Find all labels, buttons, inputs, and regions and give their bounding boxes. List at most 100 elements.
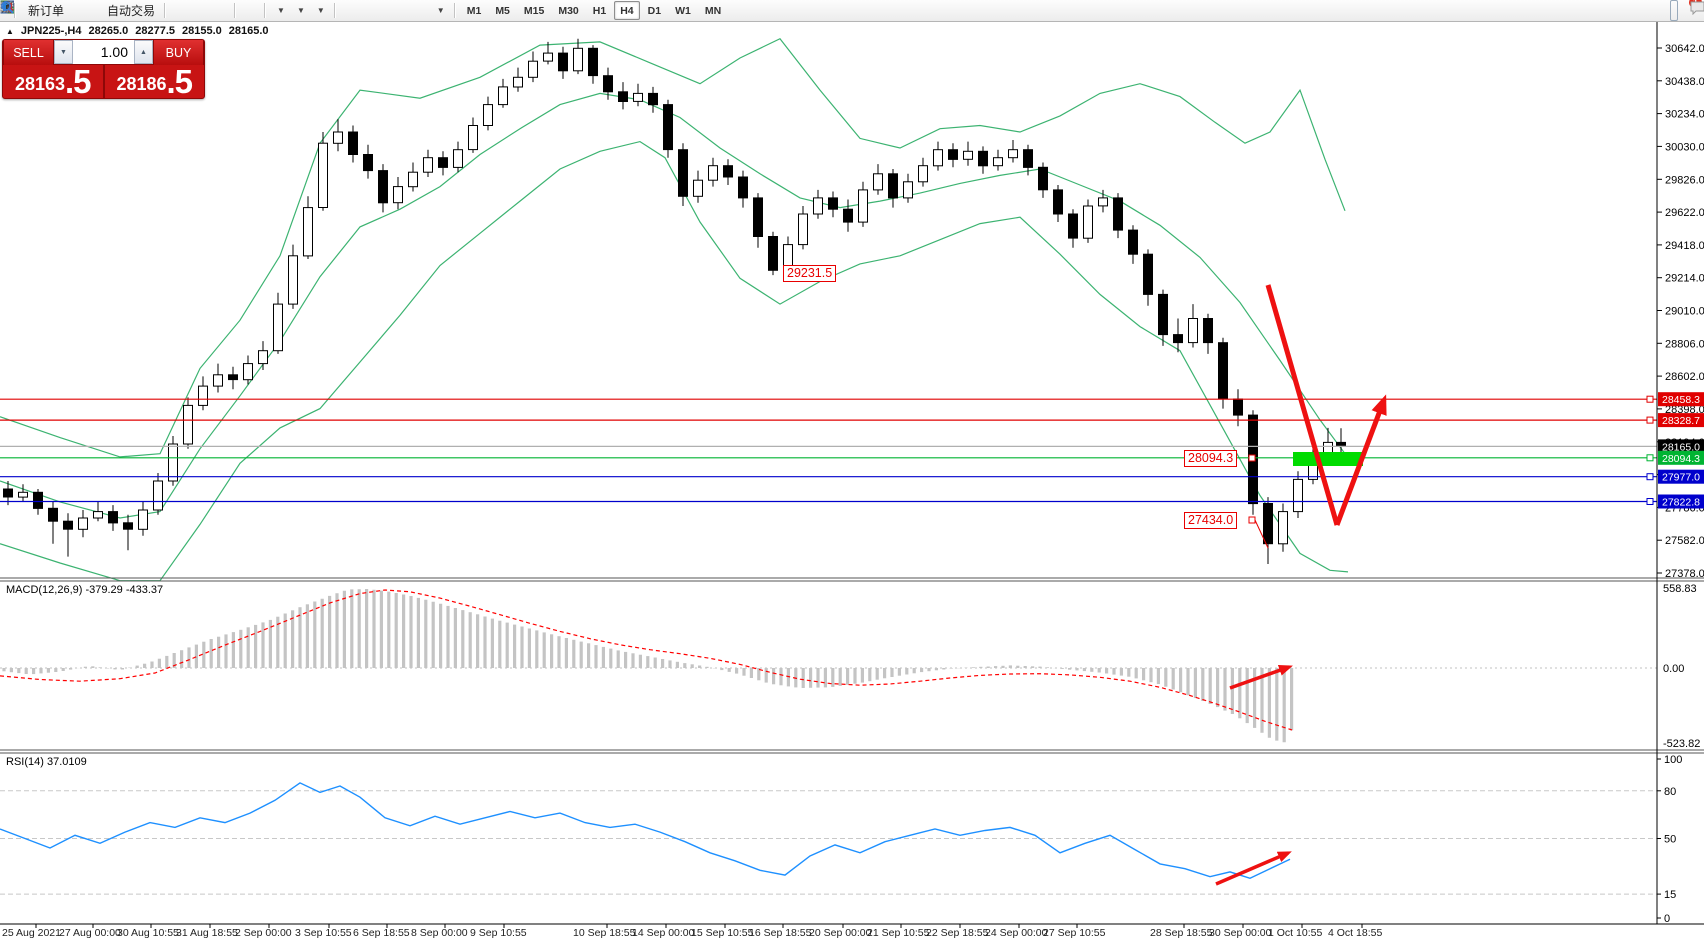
annotation-price-28094[interactable]: 28094.3 xyxy=(1184,450,1238,467)
timeframe-m1-button[interactable]: M1 xyxy=(466,4,482,17)
timeframe-m15-button[interactable]: M15 xyxy=(523,4,545,17)
buy-button[interactable]: BUY xyxy=(153,40,204,65)
level-handle[interactable] xyxy=(1646,498,1654,505)
fibonacci-button[interactable]: F xyxy=(1,0,409,21)
time-tick-label: 9 Sep 10:55 xyxy=(470,927,527,939)
time-tick-label: 8 Sep 00:00 xyxy=(411,927,468,939)
search-button[interactable] xyxy=(1,0,1678,21)
market-quotes-button[interactable] xyxy=(1,0,78,21)
rsi-arrow[interactable] xyxy=(1215,851,1292,886)
level-handle[interactable] xyxy=(1646,473,1654,481)
cursor-button[interactable] xyxy=(4,0,349,21)
timeframe-h4-button[interactable]: H4 xyxy=(614,1,640,20)
bollinger-middle-band xyxy=(0,92,1346,519)
zoom-in-button[interactable] xyxy=(1,0,209,21)
candlestick-chart-type-button[interactable] xyxy=(2,0,189,21)
time-tick-label: 10 Sep 18:55 xyxy=(573,927,636,939)
text-label-button[interactable]: T xyxy=(0,0,429,21)
timeframe-w1-button[interactable]: W1 xyxy=(675,4,691,17)
rsi-tick-label: 80 xyxy=(1664,786,1676,798)
volume-decrease-button[interactable]: ▼ xyxy=(54,40,73,64)
macd-histogram xyxy=(2,589,1294,743)
time-tick-label: 2 Sep 00:00 xyxy=(235,927,292,939)
auto-scroll-button[interactable] xyxy=(1,0,249,21)
equidistant-channel-button[interactable]: E xyxy=(0,0,399,21)
price-tick-label: 30642.0 xyxy=(1665,43,1704,55)
auto-trading-button[interactable]: 自动交易 xyxy=(1,0,159,21)
bollinger-upper-band xyxy=(0,37,1346,458)
sell-button[interactable]: SELL xyxy=(3,40,54,65)
chart-shift-button[interactable] xyxy=(1,0,259,21)
price-tick-label: 28398.0 xyxy=(1665,404,1704,416)
market-watch-window-button[interactable] xyxy=(0,0,88,21)
sell-price[interactable]: 28163 .5 xyxy=(3,65,105,98)
green-highlight-bar[interactable] xyxy=(1293,452,1363,466)
timeframe-m30-button[interactable]: M30 xyxy=(558,4,579,17)
chat-bubble-icon xyxy=(1690,1,1704,15)
down-move-arrow[interactable] xyxy=(1265,284,1340,526)
one-click-trading-panel: SELL ▼ 1.00 ▲ BUY 28163 .5 28186 .5 xyxy=(2,39,205,99)
time-tick-label: 6 Sep 18:55 xyxy=(353,927,410,939)
price-tick-label: 29418.0 xyxy=(1665,240,1704,252)
volume-increase-button[interactable]: ▲ xyxy=(134,40,153,64)
buy-price[interactable]: 28186 .5 xyxy=(105,65,205,98)
text-button[interactable]: A xyxy=(3,0,419,21)
level-handle[interactable] xyxy=(1646,416,1654,424)
collapse-marker-icon[interactable]: ▲ xyxy=(6,26,14,36)
time-tick-label: 25 Aug 2021 xyxy=(2,927,61,939)
navigator-window-button[interactable] xyxy=(1,0,98,21)
annotation-price-27434[interactable]: 27434.0 xyxy=(1184,512,1238,529)
price-tick-label: 29622.0 xyxy=(1665,207,1704,219)
macd-arrow[interactable] xyxy=(1229,665,1293,690)
sell-price-frac: .5 xyxy=(65,63,92,99)
svg-text:T: T xyxy=(4,3,10,13)
toolbar-separator xyxy=(333,3,336,18)
timeframe-d1-button[interactable]: D1 xyxy=(647,4,662,17)
svg-text:28094.3: 28094.3 xyxy=(1662,453,1700,465)
horizontal-line-button[interactable] xyxy=(1,0,379,21)
time-tick-label: 30 Sep 00:00 xyxy=(1209,927,1272,939)
annotation-price-29231[interactable]: 29231.5 xyxy=(783,265,837,282)
bollinger-lower-band xyxy=(0,140,1349,582)
price-tick-label: 29826.0 xyxy=(1665,174,1704,186)
timeframe-h1-button[interactable]: H1 xyxy=(592,4,607,17)
periods-button[interactable]: ▼ xyxy=(0,0,309,21)
zoom-out-button[interactable] xyxy=(1,0,219,21)
volume-value[interactable]: 1.00 xyxy=(100,44,128,60)
rsi-line xyxy=(0,782,1291,880)
caret-down-icon: ▼ xyxy=(316,6,325,15)
annotation-handle[interactable] xyxy=(1248,516,1256,524)
macd-tick-label: 558.83 xyxy=(1663,583,1697,595)
ohlc-close: 28165.0 xyxy=(228,25,269,37)
price-tag-27822.8: 27822.8 xyxy=(1658,494,1704,509)
time-tick-label: 27 Aug 00:00 xyxy=(59,927,121,939)
arrows-tool-button[interactable]: ▼ xyxy=(1,0,449,21)
candles-layer xyxy=(3,38,1346,564)
timeframe-m5-button[interactable]: M5 xyxy=(495,4,510,17)
tile-windows-button[interactable] xyxy=(0,0,229,21)
bar-chart-type-button[interactable] xyxy=(1,0,179,21)
macd-signal-line xyxy=(0,589,1293,731)
ohlc-high: 28277.5 xyxy=(135,25,175,37)
trendline-button[interactable] xyxy=(1,0,389,21)
new-order-button[interactable]: 新订单 xyxy=(0,0,68,21)
caret-down-icon: ▼ xyxy=(296,6,305,15)
timeframe-mn-button[interactable]: MN xyxy=(704,4,722,17)
crosshair-button[interactable] xyxy=(1,0,359,21)
level-handle[interactable] xyxy=(1646,395,1654,403)
time-tick-label: 27 Sep 10:55 xyxy=(1043,927,1106,939)
level-handle[interactable] xyxy=(1646,454,1654,462)
toolbar-separator xyxy=(264,3,267,18)
price-tag-27977.0: 27977.0 xyxy=(1658,469,1704,484)
annotation-handle[interactable] xyxy=(1248,454,1256,462)
templates-button[interactable]: ▼ xyxy=(0,0,329,21)
time-tick-label: 20 Sep 00:00 xyxy=(809,927,872,939)
up-move-arrow[interactable] xyxy=(1334,394,1387,526)
vertical-line-button[interactable] xyxy=(6,0,369,21)
indicators-button[interactable]: ▼ xyxy=(0,0,289,21)
time-tick-label: 22 Sep 18:55 xyxy=(926,927,989,939)
line-chart-type-button[interactable] xyxy=(1,0,199,21)
notifications-button[interactable]: 1 xyxy=(1688,0,1704,21)
svg-text:28328.7: 28328.7 xyxy=(1662,415,1700,427)
